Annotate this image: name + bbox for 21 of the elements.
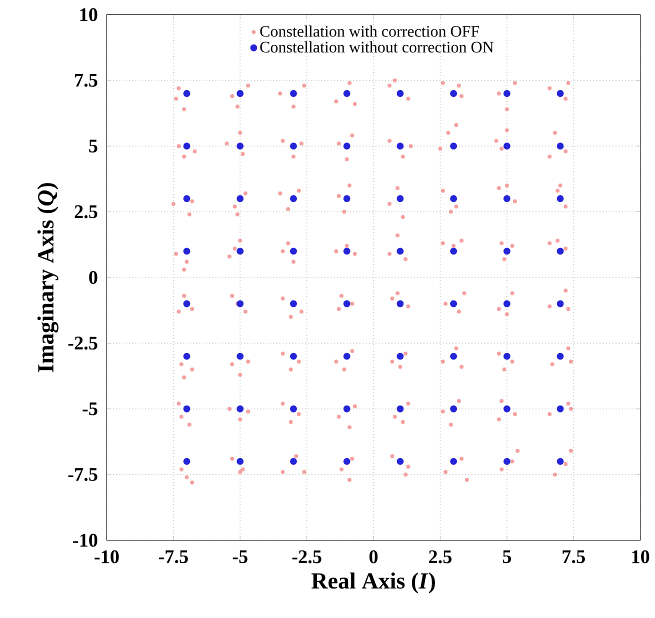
x-tick-label: 2.5 <box>429 550 452 564</box>
y-tick-label: -7.5 <box>68 468 98 482</box>
x-tick-label: -7.5 <box>158 550 188 564</box>
y-tick-label: -2.5 <box>68 336 98 350</box>
x-tick-label: 7.5 <box>562 550 585 564</box>
y-tick-label: 10 <box>80 8 98 22</box>
x-tick-label: -2.5 <box>292 550 322 564</box>
legend-label: Constellation without correction ON <box>260 41 494 53</box>
legend-label: Constellation with correction OFF <box>260 26 480 37</box>
y-axis-title: Imaginary Axis (Q) <box>37 183 58 372</box>
x-tick-label: 5 <box>502 550 512 564</box>
y-tick-label: 0 <box>89 271 98 284</box>
y-tick-label: 7.5 <box>75 74 98 87</box>
x-tick-label: 0 <box>369 550 378 564</box>
y-tick-label: 5 <box>89 140 98 153</box>
x-axis-title: Real Axis (I) <box>311 572 435 594</box>
x-tick-label: 10 <box>632 550 650 564</box>
y-tick-label: 2.5 <box>74 205 98 218</box>
y-tick-label: -5 <box>82 402 98 416</box>
x-tick-label: -5 <box>232 550 248 564</box>
y-tick-label: -10 <box>73 534 98 547</box>
